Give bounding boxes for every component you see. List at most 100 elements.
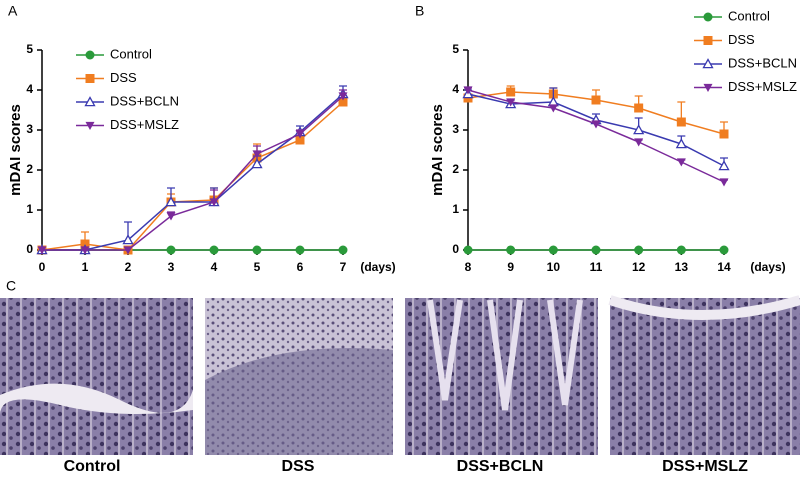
data-point [591,245,601,255]
data-point [634,245,644,255]
data-point [295,130,305,139]
series-line [42,93,344,251]
x-axis-label: (days) [750,260,785,274]
data-point [251,158,263,169]
data-point [338,245,348,255]
data-point [633,124,645,135]
data-point [338,92,348,101]
data-point [634,103,644,113]
data-point [676,117,686,127]
legend-marker [85,50,95,60]
data-point [719,245,729,255]
legend-label: DSS+MSLZ [728,79,797,94]
y-tick-label: 3 [26,122,33,136]
y-tick-label: 0 [452,242,459,256]
x-tick-label: 5 [254,260,261,274]
panel-label: B [415,3,424,19]
x-tick-label: 11 [590,260,603,274]
y-tick-label: 1 [26,202,33,216]
x-tick-label: 7 [340,260,347,274]
image-caption: DSS+BCLN [457,458,544,475]
y-tick-label: 0 [26,242,33,256]
y-tick-label: 5 [26,42,33,56]
y-tick-label: 4 [26,82,33,96]
data-point [80,246,90,255]
data-point [506,87,516,97]
y-axis-label: mDAI scores [7,104,24,196]
data-point [37,246,47,255]
data-point [548,104,558,113]
y-tick-label: 4 [452,82,459,96]
legend-label: Control [110,46,152,61]
y-tick-label: 5 [452,42,459,56]
data-point [463,245,473,255]
series-line [42,95,344,251]
legend-label: DSS+BCLN [728,55,797,70]
x-tick-label: 4 [211,260,218,274]
panel-label: C [6,278,16,294]
y-tick-label: 3 [452,122,459,136]
legend-label: DSS+MSLZ [110,117,179,132]
crypts [608,295,800,320]
x-tick-label: 6 [297,260,304,274]
data-point [165,196,177,207]
data-point [166,212,176,221]
data-point [719,129,729,139]
x-tick-label: 9 [507,260,514,274]
legend-marker [84,96,96,107]
data-point [338,97,348,107]
data-point [123,246,133,255]
data-point [252,150,262,159]
data-point [209,245,219,255]
legend-marker [85,121,95,130]
legend-marker [703,36,713,45]
data-point [634,138,644,147]
data-point [295,245,305,255]
y-tick-label: 2 [452,162,459,176]
series-line [467,93,725,167]
data-point [548,245,558,255]
image-caption: DSS+MSLZ [662,458,748,475]
legend-marker [703,12,713,22]
data-point [295,135,305,145]
legend-label: DSS+BCLN [110,93,179,108]
data-point [463,86,473,95]
histology-image [0,298,193,455]
data-point [122,234,134,245]
legend-marker [702,58,714,69]
crypts [427,299,583,411]
data-point [719,178,729,187]
data-point [209,198,219,207]
x-tick-label: 13 [675,260,689,274]
x-tick-label: 3 [168,260,175,274]
data-point [506,98,516,107]
tissue [205,348,393,455]
legend-marker [85,74,95,83]
x-axis-label: (days) [360,260,395,274]
data-point [591,95,601,105]
data-point [166,245,176,255]
y-axis-label: mDAI scores [429,104,446,196]
x-tick-label: 2 [125,260,132,274]
y-tick-label: 1 [452,202,459,216]
data-point [676,158,686,167]
data-point [506,245,516,255]
histology-image [610,298,800,455]
x-tick-label: 1 [82,260,89,274]
data-point [718,160,730,171]
data-point [252,245,262,255]
data-point [591,120,601,129]
x-tick-label: 12 [632,260,646,274]
series-line [41,101,344,251]
legend-marker [703,83,713,92]
image-caption: DSS [282,458,315,475]
x-tick-label: 8 [465,260,472,274]
y-tick-label: 2 [26,162,33,176]
data-point [675,138,687,149]
legend-label: DSS [110,70,137,85]
legend-label: Control [728,8,770,23]
x-tick-label: 14 [717,260,731,274]
panel-label: A [8,3,18,19]
